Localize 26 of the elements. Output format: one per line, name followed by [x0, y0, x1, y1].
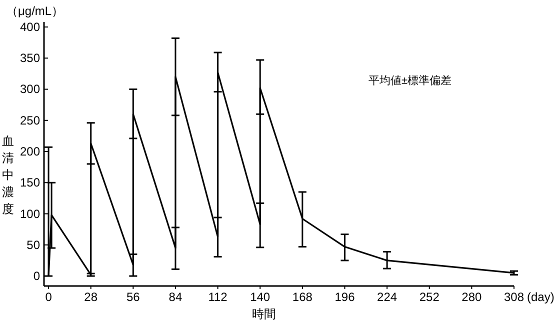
x-tick-label: 0	[45, 290, 52, 304]
y-tick-label: 100	[20, 206, 40, 221]
y-tick-label: 200	[20, 144, 40, 159]
text: (day)	[527, 290, 554, 304]
annotation: 平均値±標準偏差	[368, 75, 452, 87]
y-tick-label: 150	[20, 176, 40, 190]
x-tick-label: 308	[504, 290, 524, 304]
text: （μg/mL）	[6, 4, 64, 18]
y-tick-label: 0	[33, 269, 40, 284]
y-axis-title: 血清中濃度	[2, 134, 14, 216]
x-tick-label: 56	[126, 290, 140, 304]
y-tick-label: 350	[20, 51, 40, 66]
x-tick-label: 224	[377, 290, 398, 304]
y-tick-label: 400	[20, 20, 40, 34]
y-tick-label: 50	[26, 238, 40, 252]
x-tick-label: 196	[334, 290, 356, 304]
x-axis-title: 時間	[252, 307, 276, 321]
y-tick-label: 300	[20, 82, 40, 96]
x-tick-label: 168	[292, 290, 313, 304]
x-tick-label: 28	[84, 290, 98, 304]
x-tick-label: 280	[462, 290, 482, 304]
x-tick-label: 112	[208, 290, 228, 304]
x-tick-label: 84	[168, 290, 182, 304]
y-tick-label: 250	[20, 113, 40, 128]
x-tick-label: 140	[250, 290, 270, 304]
x-tick-label: 252	[419, 290, 440, 304]
